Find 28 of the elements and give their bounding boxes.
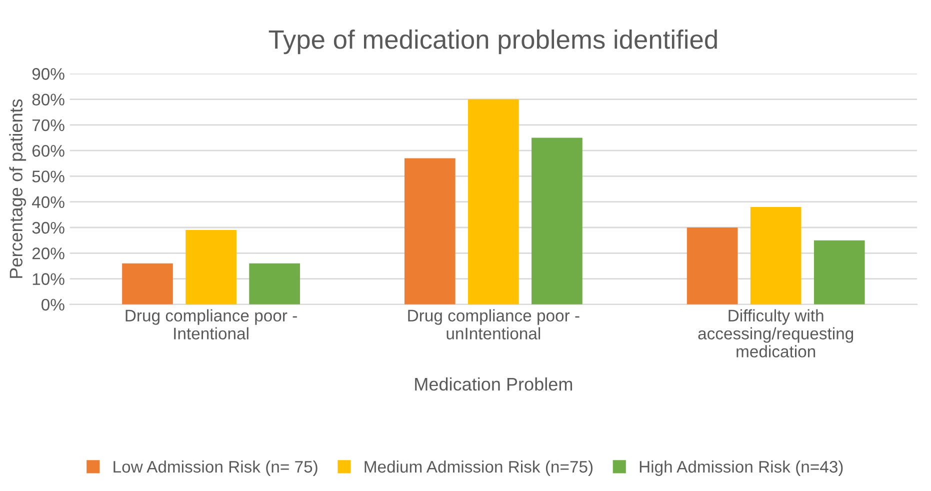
y-tick-label: 70% <box>32 119 64 132</box>
x-axis-title: Medication Problem <box>415 377 572 391</box>
y-axis-title: Percentage of patients <box>9 99 26 278</box>
x-tick-label: Drug compliance poor - Intentional <box>126 309 297 340</box>
legend-label: Low Admission Risk (n= 75) <box>114 460 318 476</box>
y-tick-label: 50% <box>32 170 64 182</box>
bar <box>814 240 865 304</box>
bar <box>750 206 802 304</box>
y-tick-label: 30% <box>32 222 64 234</box>
bar <box>122 263 173 304</box>
y-tick-label: 0% <box>42 298 64 311</box>
y-tick-label: 80% <box>32 94 64 106</box>
x-tick-label: Drug compliance poor - unIntentional <box>408 309 580 340</box>
bar <box>468 99 519 304</box>
bar <box>532 138 582 304</box>
chart-title: Type of medication problems identified <box>268 30 717 54</box>
y-tick-label: 90% <box>32 68 64 80</box>
bar <box>249 263 300 304</box>
y-tick-label: 10% <box>32 273 64 285</box>
x-tick-label: Difficulty with accessing/requesting medication <box>698 309 854 358</box>
legend-label: Medium Admission Risk (n=75) <box>364 460 593 476</box>
legend-label: High Admission Risk (n=43) <box>640 460 843 476</box>
bar <box>404 158 456 304</box>
bar <box>686 227 738 304</box>
y-tick-label: 60% <box>32 144 64 157</box>
y-tick-label: 20% <box>32 248 64 260</box>
y-tick-label: 40% <box>32 196 64 208</box>
bar <box>186 230 236 304</box>
